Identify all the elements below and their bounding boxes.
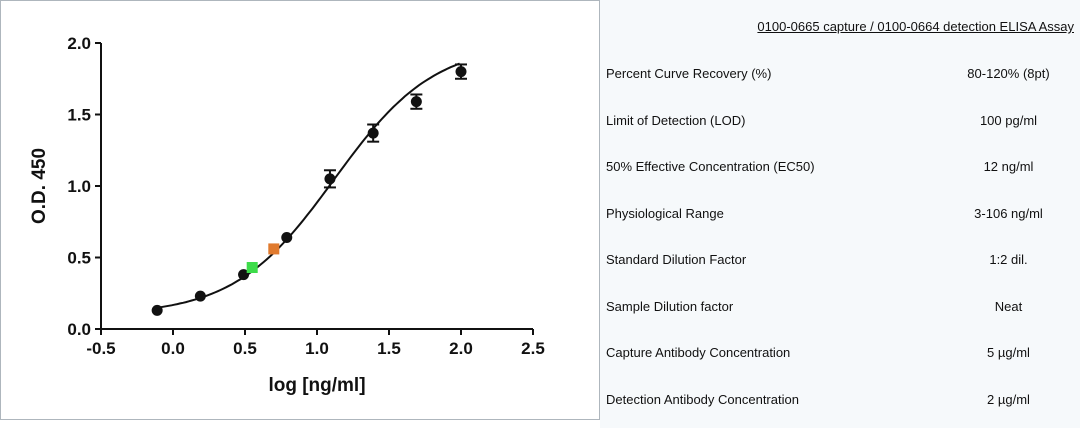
data-points-layer [151, 63, 467, 316]
row-value: 2 µg/ml [987, 392, 1030, 407]
row-value: 3-106 ng/ml [974, 206, 1043, 221]
row-value: 5 µg/ml [987, 345, 1030, 360]
x-tick-label: -0.5 [86, 339, 115, 358]
chart-axes: -0.5 0.0 0.5 1.0 1.5 2.0 2.50.00.51.01.52.0 [67, 34, 544, 358]
data-point [194, 290, 206, 302]
table-row: Physiological Range 3-106 ng/ml [606, 206, 1076, 224]
row-value: 12 ng/ml [983, 159, 1034, 174]
row-label: Capture Antibody Concentration [606, 345, 791, 360]
table-row: 50% Effective Concentration (EC50) 12 ng/… [606, 159, 1076, 177]
row-value: Neat [994, 299, 1023, 314]
row-value: 80-120% (8pt) [967, 66, 1050, 81]
data-point [367, 127, 379, 139]
table-row: Detection Antibody Concentration 2 µg/ml [606, 392, 1076, 410]
y-tick-label: 1.0 [67, 177, 91, 196]
x-tick-label: 1.5 [377, 339, 401, 358]
y-tick-label: 1.5 [67, 106, 91, 125]
data-point [455, 66, 467, 78]
y-axis-label: O.D. 450 [29, 148, 50, 224]
row-label: Standard Dilution Factor [606, 252, 747, 267]
chart-panel: -0.5 0.0 0.5 1.0 1.5 2.0 2.5 0.0 0.5 1.0 1.5 2.0 O.… [0, 0, 600, 420]
standard-curve-chart: -0.5 0.0 0.5 1.0 1.5 2.0 2.50.00.51.01.52.0 O.… [29, 34, 545, 396]
table-row: Standard Dilution Factor 1:2 dil. [606, 252, 1076, 270]
highlight-point [246, 262, 258, 274]
table-row: Percent Curve Recovery (%) 80-120% (8pt) [606, 66, 1076, 84]
data-point [238, 269, 250, 281]
x-tick-label: 1.0 [305, 339, 329, 358]
table-row: Capture Antibody Concentration 5 µg/ml [606, 345, 1076, 363]
x-axis-label: log [ng/ml] [268, 375, 365, 396]
highlight-point [268, 243, 280, 255]
table-title: 0100-0665 capture / 0100-0664 detection … [757, 19, 1074, 34]
y-tick-label: 0.0 [67, 320, 91, 339]
x-tick-label: 0.0 [161, 339, 185, 358]
row-label: Percent Curve Recovery (%) [606, 66, 772, 81]
row-value: 1:2 dil. [989, 252, 1028, 267]
row-label: 50% Effective Concentration (EC50) [606, 159, 815, 174]
row-label: Sample Dilution factor [606, 299, 734, 314]
table-row: Sample Dilution factor Neat [606, 299, 1076, 317]
row-label: Limit of Detection (LOD) [606, 113, 746, 128]
y-tick-label: 0.5 [67, 249, 91, 268]
data-point [151, 304, 163, 316]
fit-curve [157, 62, 460, 309]
fit-curve-layer [157, 62, 460, 309]
assay-info-table: 0100-0665 capture / 0100-0664 detection … [600, 0, 1080, 428]
table-row: Limit of Detection (LOD) 100 pg/ml [606, 113, 1076, 131]
y-tick-label: 2.0 [67, 34, 91, 53]
x-tick-label: 2.5 [521, 339, 545, 358]
x-tick-label: 2.0 [449, 339, 473, 358]
data-point [324, 173, 336, 185]
row-label: Detection Antibody Concentration [606, 392, 799, 407]
row-value: 100 pg/ml [979, 113, 1038, 128]
data-point [410, 96, 422, 108]
x-tick-label: 0.5 [233, 339, 257, 358]
row-label: Physiological Range [606, 206, 724, 221]
data-point [281, 231, 293, 243]
